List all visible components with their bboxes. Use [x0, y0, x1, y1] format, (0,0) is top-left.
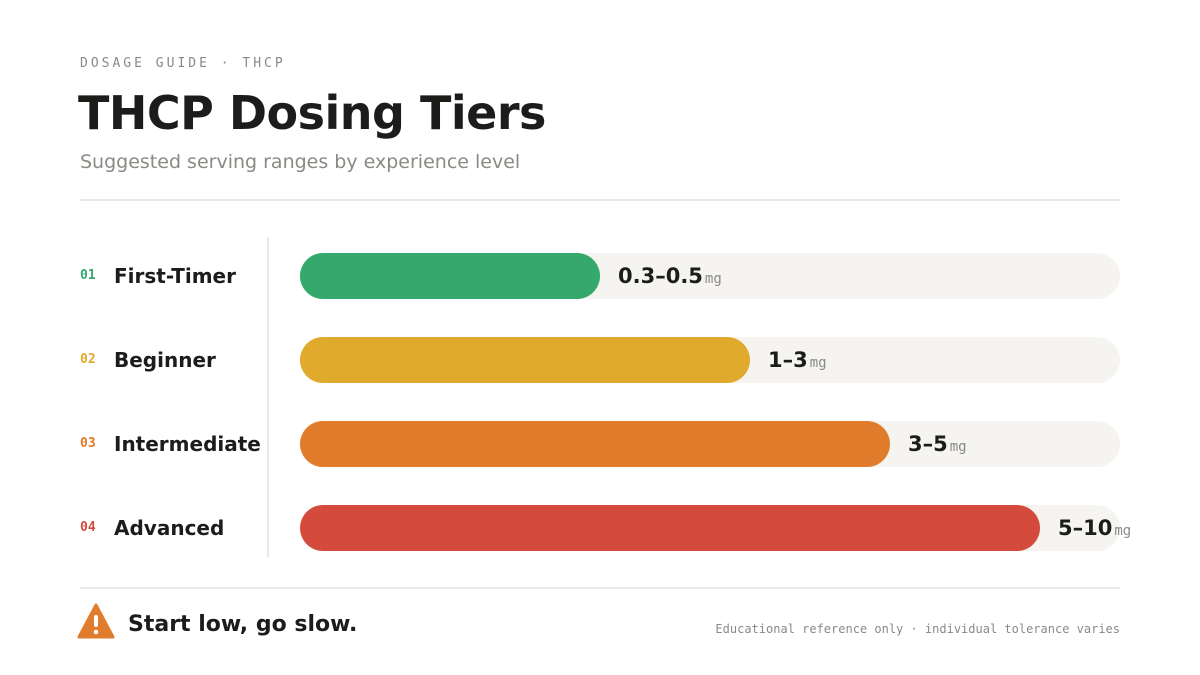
tier-number: 02: [80, 352, 96, 367]
tier-row: 02 Beginner 1–3 mg: [0, 337, 1200, 383]
footnote: Educational reference only · individual …: [715, 622, 1120, 636]
warning-text: Start low, go slow.: [128, 612, 358, 637]
bar-track: [300, 337, 1120, 383]
bar-track: [300, 421, 1120, 467]
bar-fill: [300, 253, 600, 299]
title: THCP Dosing Tiers: [78, 86, 546, 140]
dose-range: 1–3: [768, 348, 808, 372]
tier-name: Intermediate: [114, 432, 261, 456]
dose-unit: mg: [949, 439, 967, 455]
bar-track: [300, 253, 1120, 299]
dose-unit: mg: [1114, 523, 1132, 539]
dose-range: 3–5: [908, 432, 948, 456]
dose-label: 5–10 mg: [1058, 505, 1131, 554]
tier-number: 04: [80, 520, 96, 535]
dose-range: 5–10: [1058, 516, 1113, 540]
dose-range: 0.3–0.5: [618, 264, 703, 288]
bar-fill: [300, 505, 1040, 551]
tier-number: 01: [80, 268, 96, 283]
dose-unit: mg: [704, 271, 722, 287]
tier-name: Advanced: [114, 516, 225, 540]
dose-label: 3–5 mg: [908, 421, 967, 470]
tier-row: 03 Intermediate 3–5 mg: [0, 421, 1200, 467]
divider-line: [80, 199, 1120, 201]
dose-label: 0.3–0.5 mg: [618, 253, 722, 302]
bar-track: [300, 505, 1120, 551]
divider-line: [80, 587, 1120, 589]
subtitle: Suggested serving ranges by experience l…: [80, 151, 521, 173]
bar-fill: [300, 337, 750, 383]
dose-label: 1–3 mg: [768, 337, 827, 386]
tier-name: First-Timer: [114, 264, 236, 288]
warning-icon: [77, 603, 115, 639]
tier-name: Beginner: [114, 348, 216, 372]
eyebrow: DOSAGE GUIDE · THCP: [80, 56, 286, 71]
tier-number: 03: [80, 436, 96, 451]
dose-unit: mg: [809, 355, 827, 371]
bar-fill: [300, 421, 890, 467]
tier-row: 04 Advanced 5–10 mg: [0, 505, 1200, 551]
tier-row: 01 First-Timer 0.3–0.5 mg: [0, 253, 1200, 299]
column-divider: [267, 237, 269, 557]
